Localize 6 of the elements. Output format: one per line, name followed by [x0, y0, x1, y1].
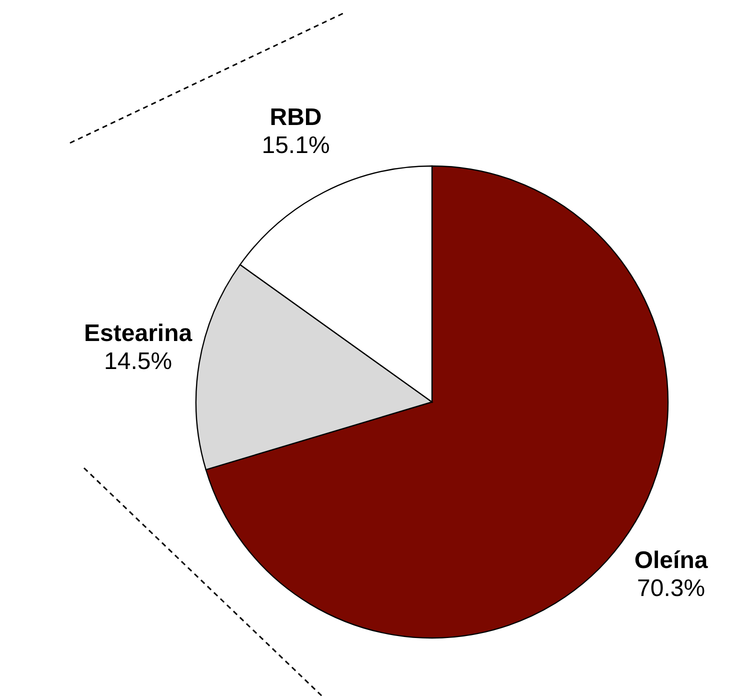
slice-label: Estearina	[84, 320, 193, 348]
data-label: 14.5%	[104, 348, 172, 376]
data-label: 70.3%	[637, 574, 706, 602]
slice-label: RBD	[270, 104, 322, 131]
slice-label: Oleína	[634, 546, 708, 574]
data-label: 15.1%	[262, 132, 330, 159]
